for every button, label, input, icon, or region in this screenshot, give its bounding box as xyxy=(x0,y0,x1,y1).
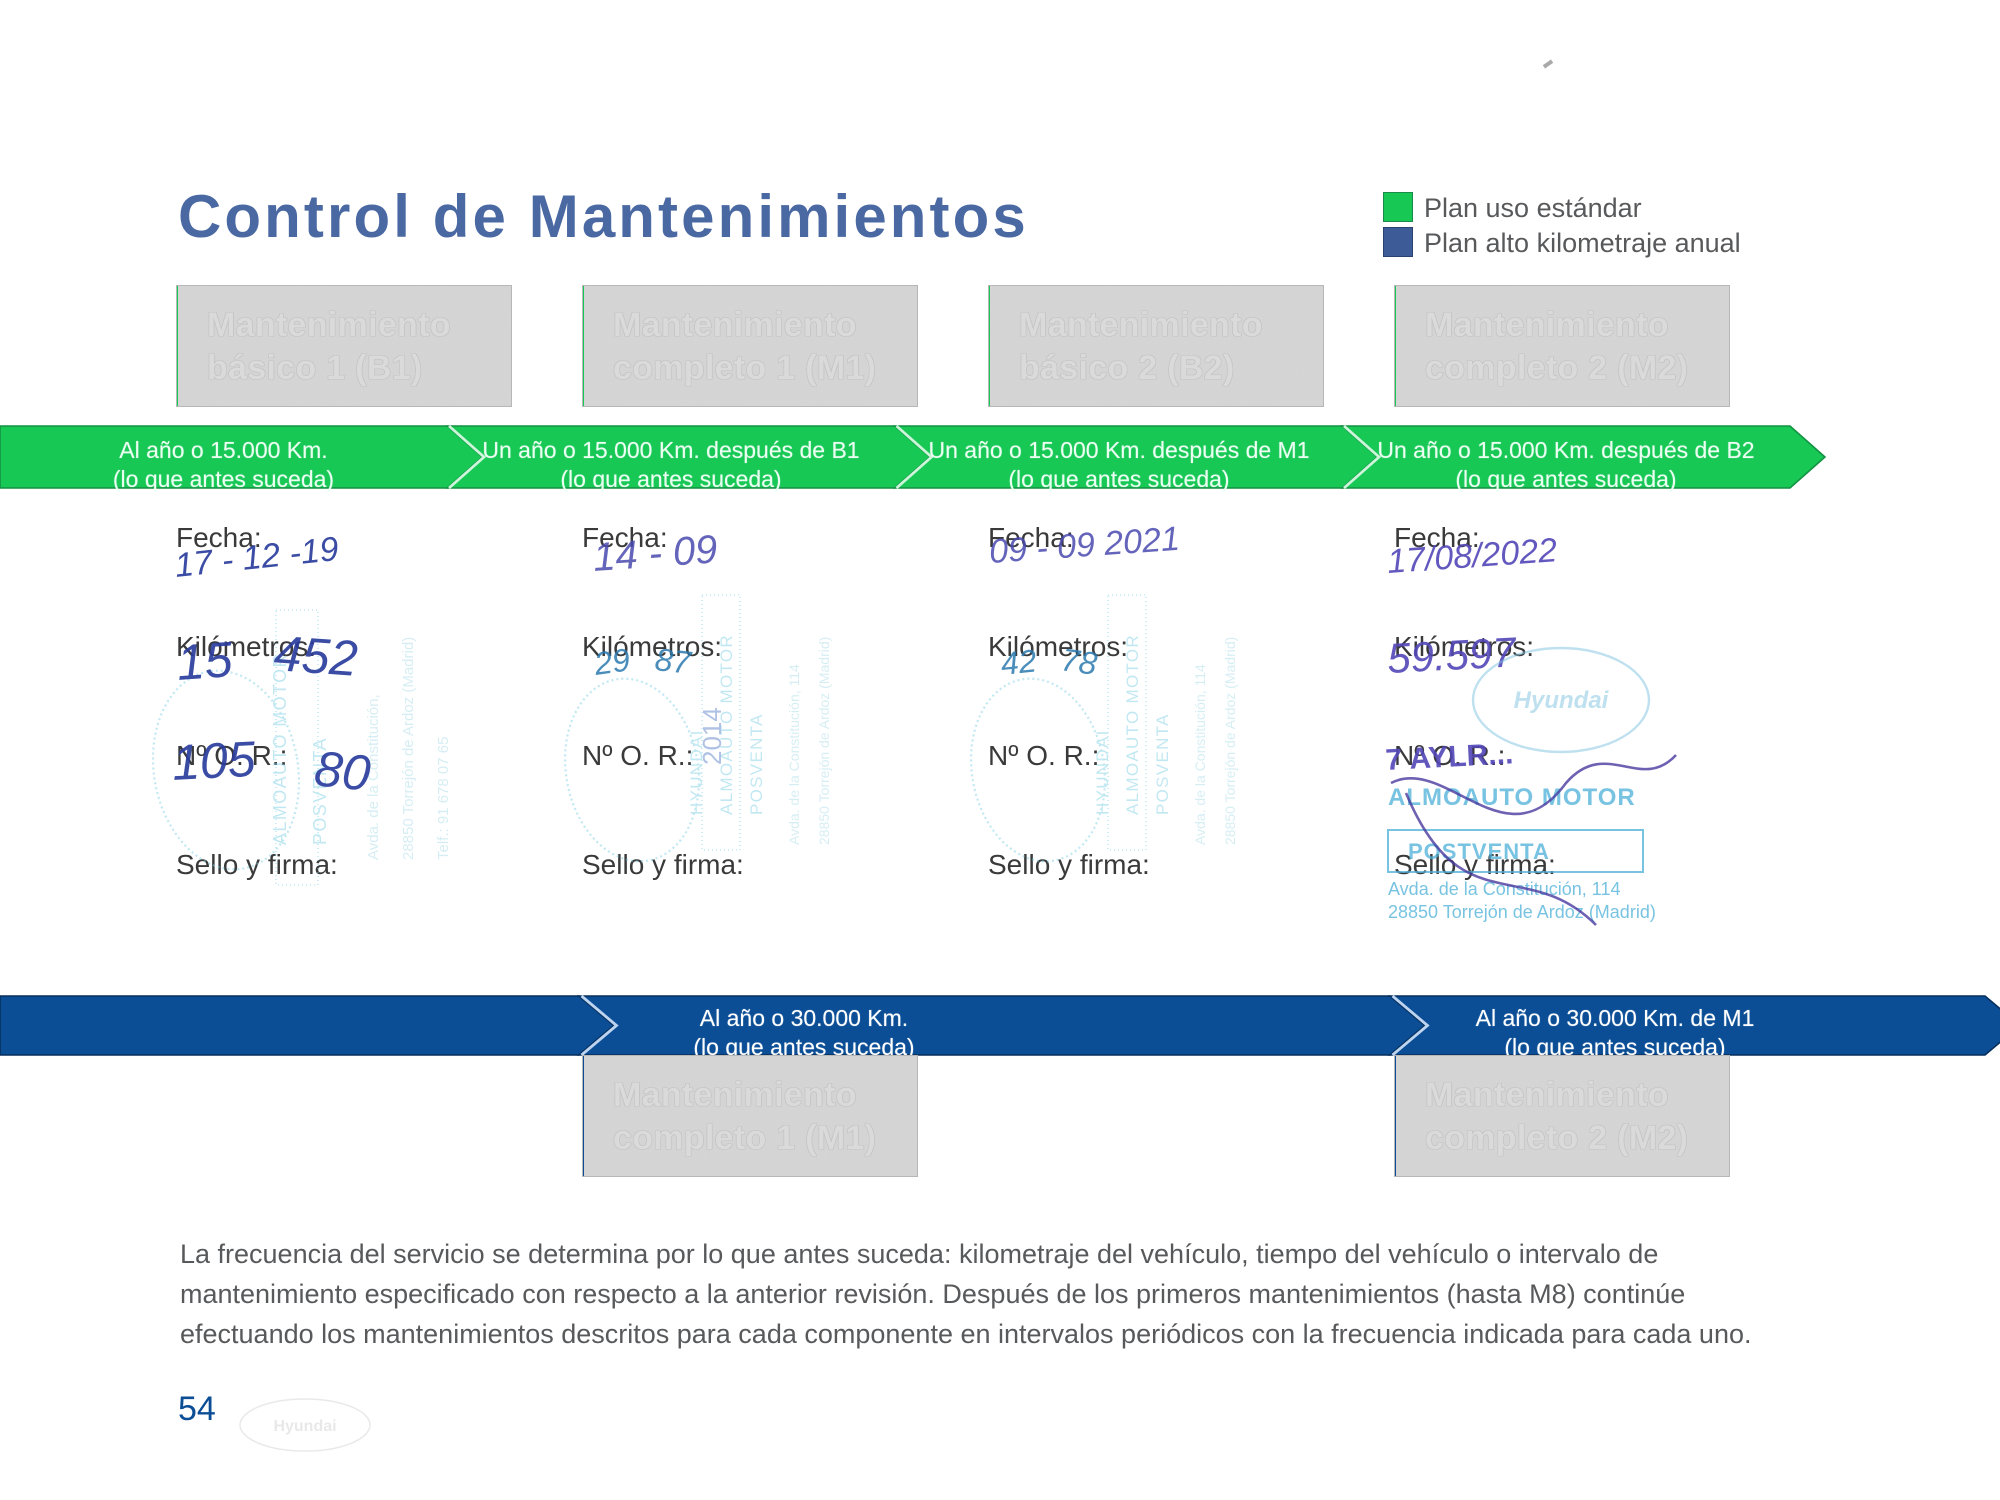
svg-text:POSVENTA: POSVENTA xyxy=(747,713,766,815)
svg-text:28850 Torrejón de Ardoz (Madri: 28850 Torrejón de Ardoz (Madrid) xyxy=(1388,902,1656,922)
svg-text:105: 105 xyxy=(171,731,257,791)
svg-text:09 - 09 2021: 09 - 09 2021 xyxy=(988,520,1181,571)
svg-text:ALMOAUTO MOTOR: ALMOAUTO MOTOR xyxy=(1388,784,1636,811)
svg-text:Hyundai: Hyundai xyxy=(273,1418,336,1435)
svg-text:Avda. de la Constitución, 114: Avda. de la Constitución, 114 xyxy=(1388,879,1621,899)
svg-text:15: 15 xyxy=(175,631,235,691)
svg-text:42: 42 xyxy=(999,642,1038,682)
svg-text:78: 78 xyxy=(1059,641,1099,682)
svg-text:14 - 09: 14 - 09 xyxy=(592,527,719,580)
svg-text:Avda. de la Constitución, 114: Avda. de la Constitución, 114 xyxy=(1192,664,1208,845)
svg-text:Avda. de la Constitución, 114: Avda. de la Constitución, 114 xyxy=(786,664,802,845)
svg-text:ALMOAUTO MOTOR: ALMOAUTO MOTOR xyxy=(1123,634,1142,815)
svg-text:28850 Torrejón de Ardoz (Madri: 28850 Torrejón de Ardoz (Madrid) xyxy=(1222,637,1238,845)
svg-text:7 AYLR...: 7 AYLR... xyxy=(1385,737,1514,777)
svg-text:POSVENTA: POSVENTA xyxy=(1153,713,1172,815)
svg-text:2014: 2014 xyxy=(697,707,727,765)
svg-text:POSTVENTA: POSTVENTA xyxy=(1408,839,1550,864)
svg-text:452: 452 xyxy=(272,625,359,687)
svg-text:28850 Torrejón de Ardoz (Madri: 28850 Torrejón de Ardoz (Madrid) xyxy=(400,637,417,860)
svg-text:HYUNDAI: HYUNDAI xyxy=(1093,729,1112,815)
svg-text:17 - 12 -19: 17 - 12 -19 xyxy=(173,530,341,585)
svg-text:Telf.: 91 678 07 65: Telf.: 91 678 07 65 xyxy=(435,737,452,860)
svg-text:87: 87 xyxy=(653,641,693,681)
svg-text:Hyundai: Hyundai xyxy=(1514,687,1610,714)
svg-text:17/08/2022: 17/08/2022 xyxy=(1386,531,1558,581)
svg-text:29: 29 xyxy=(591,641,632,682)
svg-text:59.597: 59.597 xyxy=(1386,628,1518,682)
svg-text:28850 Torrejón de Ardoz (Madri: 28850 Torrejón de Ardoz (Madrid) xyxy=(816,637,832,845)
svg-text:80: 80 xyxy=(312,740,373,802)
